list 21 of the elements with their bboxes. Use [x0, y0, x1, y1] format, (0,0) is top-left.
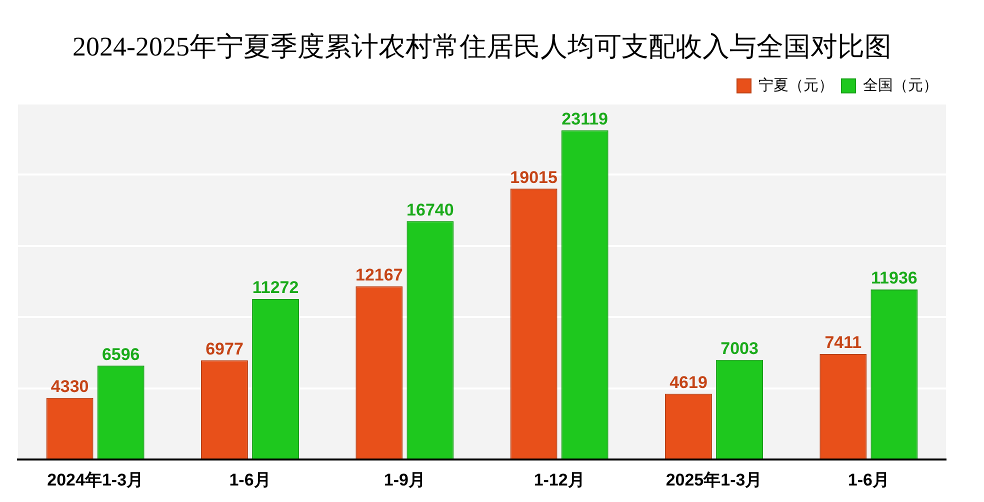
x-tick-label: 1-6月 [848, 470, 890, 490]
data-label: 7411 [824, 333, 862, 352]
legend-label: 宁夏（元） [758, 76, 834, 94]
data-label: 19015 [510, 168, 558, 187]
data-label: 11272 [252, 278, 299, 298]
x-tick-label: 1-12月 [534, 470, 585, 490]
data-label: 12167 [356, 265, 403, 284]
data-label: 11936 [871, 268, 918, 288]
data-label: 7003 [720, 339, 758, 358]
data-label: 23119 [562, 109, 608, 128]
data-label: 16740 [406, 200, 454, 220]
x-tick-label: 1-9月 [384, 470, 426, 490]
data-label: 6596 [102, 344, 140, 364]
data-label: 4619 [670, 372, 708, 392]
chart-title: 2024-2025年宁夏季度累计农村常住居民人均可支配收入与全国对比图 [72, 31, 892, 62]
legend-label: 全国（元） [863, 76, 938, 94]
x-tick-label: 2024年1-3月 [47, 470, 144, 490]
data-label: 4330 [50, 377, 89, 396]
x-tick-label: 1-6月 [229, 470, 271, 490]
data-label: 6977 [206, 339, 244, 358]
x-tick-label: 2025年1-3月 [666, 470, 762, 490]
